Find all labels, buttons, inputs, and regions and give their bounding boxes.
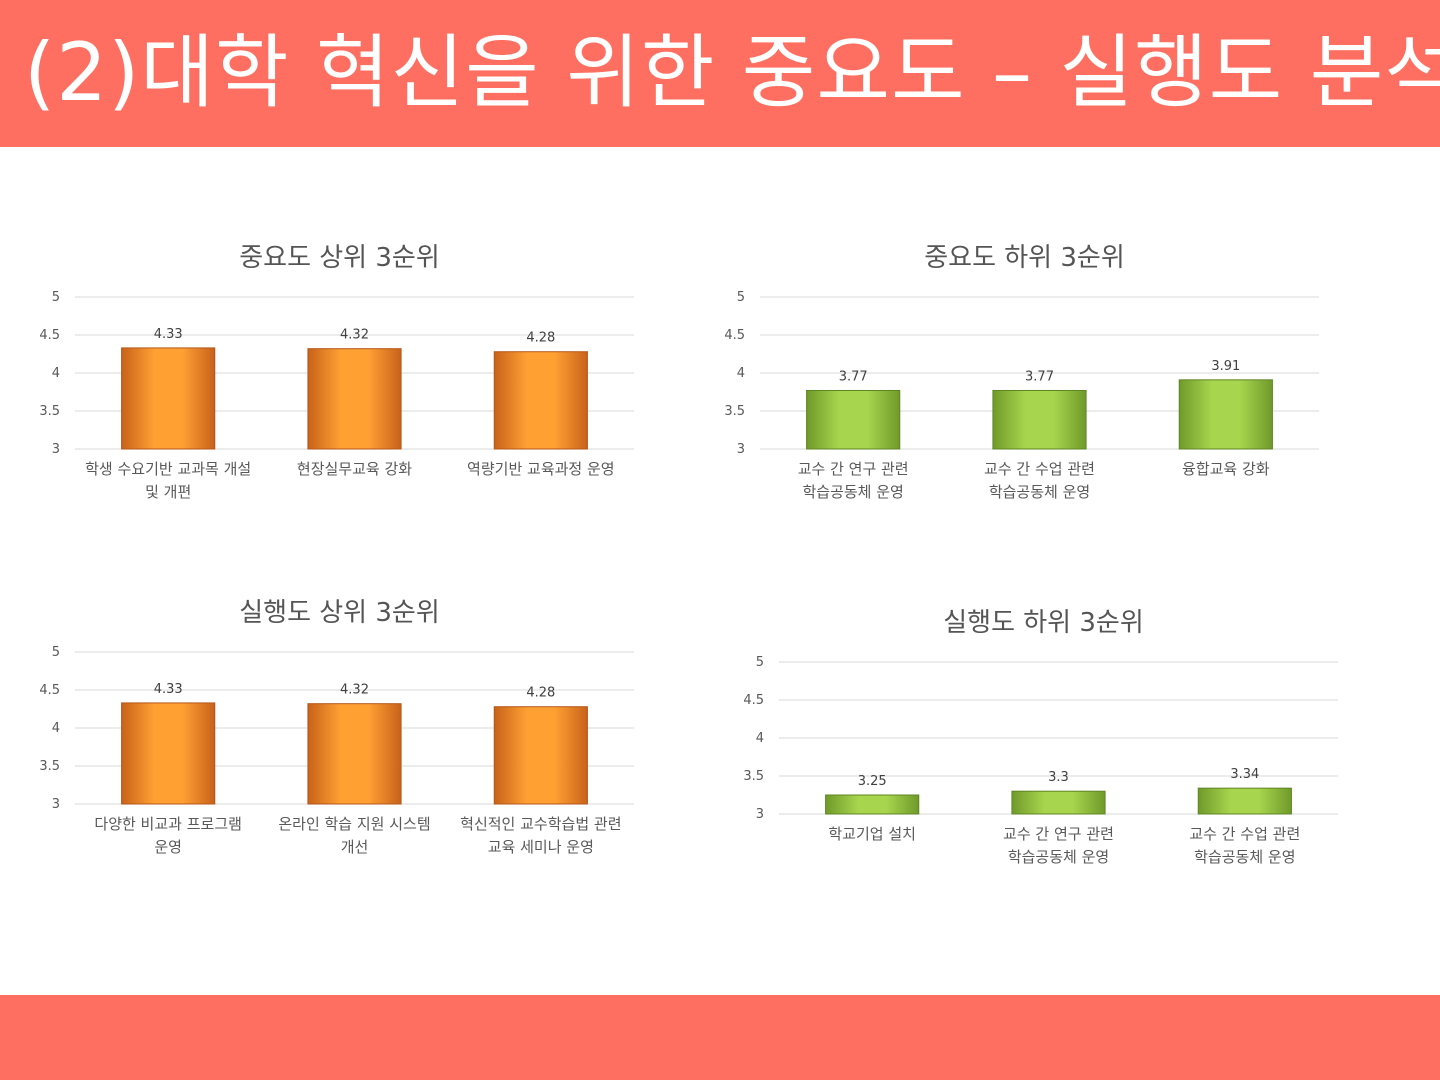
chart-title: 실행도 하위 3순위 (943, 608, 1144, 638)
y-tick-label: 4 (52, 721, 60, 736)
chart-title: 중요도 하위 3순위 (924, 243, 1125, 273)
y-tick-label: 3.5 (39, 759, 60, 774)
chart-svg: 실행도 하위 3순위 5 4.5 4 3.5 3 3.25 학교기업 설치 3.3 교수 간 연구… (743, 608, 1338, 866)
y-tick-label: 4.5 (39, 683, 60, 698)
y-tick-label: 3 (52, 442, 60, 457)
data-label: 3.91 (1211, 359, 1240, 374)
page-title: (2)대학 혁신을 위한 중요도 – 실행도 분석 (24, 26, 1440, 119)
data-label: 4.32 (340, 328, 369, 343)
data-label: 4.33 (154, 327, 183, 342)
bar (493, 351, 588, 450)
y-tick-label: 3 (756, 807, 764, 822)
bar (1197, 787, 1292, 815)
category-label: 학생 수요기반 교과목 개설 및 개편 (85, 460, 251, 501)
y-tick-label: 4.5 (724, 328, 745, 343)
y-tick-label: 5 (756, 655, 764, 670)
category-label: 교수 간 연구 관련 학습공동체 운영 (798, 460, 909, 501)
bar (307, 703, 402, 805)
y-tick-label: 3 (737, 442, 745, 457)
data-label: 4.32 (340, 683, 369, 698)
category-label: 다양한 비교과 프로그램 운영 (94, 815, 242, 856)
y-tick-label: 3.5 (39, 404, 60, 419)
data-label: 4.33 (154, 682, 183, 697)
data-label: 4.28 (526, 331, 555, 346)
chart-importance-bottom3: 중요도 하위 3순위 5 4.5 4 3.5 3 3.77 교수 간 연구 관련 학습공동체 운… (705, 230, 1345, 530)
bar (121, 347, 216, 450)
category-label: 교수 간 연구 관련 학습공동체 운영 (1003, 825, 1114, 866)
footer-band (0, 995, 1440, 1080)
data-label: 4.28 (526, 686, 555, 701)
bar (307, 348, 402, 450)
chart-execution-top3: 실행도 상위 3순위 5 4.5 4 3.5 3 4.33 다양한 비교과 프로그램 운영 4.3… (20, 585, 660, 885)
data-label: 3.77 (1025, 369, 1054, 384)
chart-svg: 중요도 상위 3순위 5 4.5 4 3.5 3 4.33 학생 수요기반 교과목 개설 및 개… (39, 243, 634, 501)
y-tick-label: 4 (52, 366, 60, 381)
y-tick-label: 5 (52, 645, 60, 660)
chart-title: 실행도 상위 3순위 (239, 598, 440, 628)
category-label: 현장실무교육 강화 (297, 460, 412, 478)
data-label: 3.3 (1048, 770, 1069, 785)
category-label: 역량기반 교육과정 운영 (467, 460, 615, 478)
bar (992, 389, 1087, 450)
y-tick-label: 4 (737, 366, 745, 381)
data-label: 3.77 (839, 369, 868, 384)
data-label: 3.25 (858, 774, 887, 789)
y-tick-label: 4 (756, 731, 764, 746)
chart-title: 중요도 상위 3순위 (239, 243, 440, 273)
bar (121, 702, 216, 805)
y-tick-label: 3 (52, 797, 60, 812)
category-label: 융합교육 강화 (1182, 460, 1270, 478)
y-tick-label: 4.5 (39, 328, 60, 343)
bar (1011, 790, 1106, 815)
y-tick-label: 5 (52, 290, 60, 305)
chart-svg: 중요도 하위 3순위 5 4.5 4 3.5 3 3.77 교수 간 연구 관련 학습공동체 운… (724, 243, 1319, 501)
category-label: 교수 간 수업 관련 학습공동체 운영 (1189, 825, 1300, 866)
category-label: 학교기업 설치 (828, 825, 916, 843)
y-tick-label: 4.5 (743, 693, 764, 708)
header-band: (2)대학 혁신을 위한 중요도 – 실행도 분석 (0, 0, 1440, 147)
data-label: 3.34 (1230, 767, 1259, 782)
bar (806, 389, 901, 450)
chart-execution-bottom3: 실행도 하위 3순위 5 4.5 4 3.5 3 3.25 학교기업 설치 3.3 교수 간 연구… (724, 595, 1364, 895)
bar (1178, 379, 1273, 450)
y-tick-label: 3.5 (724, 404, 745, 419)
category-label: 교수 간 수업 관련 학습공동체 운영 (984, 460, 1095, 501)
category-label: 혁신적인 교수학습법 관련 교육 세미나 운영 (460, 815, 621, 856)
y-tick-label: 3.5 (743, 769, 764, 784)
chart-svg: 실행도 상위 3순위 5 4.5 4 3.5 3 4.33 다양한 비교과 프로그램 운영 4.3… (39, 598, 634, 856)
bar (825, 794, 920, 815)
bar (493, 706, 588, 805)
y-tick-label: 5 (737, 290, 745, 305)
chart-importance-top3: 중요도 상위 3순위 5 4.5 4 3.5 3 4.33 학생 수요기반 교과목 개설 및 개… (20, 230, 660, 530)
category-label: 온라인 학습 지원 시스템 개선 (278, 815, 430, 856)
